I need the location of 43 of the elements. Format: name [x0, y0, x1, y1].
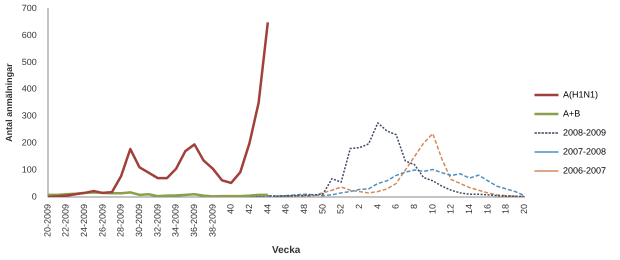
x-tick-label: 22-2009: [60, 204, 71, 237]
x-tick-label: 42: [244, 204, 254, 214]
x-tick-label: 24-2009: [78, 204, 89, 237]
x-tick-label: 18: [500, 204, 511, 214]
y-tick-label: 400: [22, 84, 37, 94]
x-tick-label: 34-2009: [170, 204, 181, 237]
y-tick-label: 200: [22, 138, 37, 148]
x-tick-label: 16: [482, 204, 492, 214]
x-tick-label: 4: [372, 204, 382, 209]
x-tick-label: 44: [262, 204, 272, 214]
legend-label: A(H1N1): [562, 89, 598, 100]
legend-label: 2006-2007: [562, 165, 606, 176]
x-tick-label: 36-2009: [188, 204, 199, 237]
x-tick-label: 12: [446, 204, 456, 214]
x-tick-label: 38-2009: [207, 204, 218, 237]
x-tick-label: 20-2009: [42, 204, 52, 237]
x-tick-label: 46: [280, 204, 291, 214]
legend-label: 2008-2009: [562, 127, 606, 138]
legend-label: 2007-2008: [562, 146, 606, 156]
x-tick-label: 50: [317, 204, 328, 214]
x-axis-title: Vecka: [272, 244, 301, 256]
y-tick-label: 500: [22, 56, 37, 67]
x-tick-label: 10: [427, 204, 438, 214]
x-tick-label: 30-2009: [134, 204, 144, 237]
x-tick-label: 20: [518, 204, 529, 214]
x-tick-label: 32-2009: [152, 204, 162, 237]
x-tick-label: 52: [336, 204, 346, 214]
x-tick-label: 6: [390, 204, 401, 209]
y-tick-label: 0: [32, 191, 37, 202]
x-tick-label: 48: [298, 204, 309, 214]
x-tick-label: 2: [354, 204, 364, 209]
x-tick-label: 8: [408, 204, 419, 209]
y-tick-label: 600: [22, 30, 37, 40]
y-tick-label: 300: [22, 110, 37, 121]
x-tick-label: 26-2009: [97, 204, 108, 237]
legend-label: A+B: [562, 108, 580, 118]
y-tick-label: 100: [22, 164, 37, 175]
y-axis-title: Antal anmälningar: [4, 62, 14, 142]
x-tick-label: 40: [226, 204, 236, 214]
y-tick-label: 700: [22, 2, 37, 13]
x-tick-label: 14: [464, 204, 474, 214]
line-series: [276, 132, 526, 197]
x-tick-label: 28-2009: [116, 204, 126, 237]
